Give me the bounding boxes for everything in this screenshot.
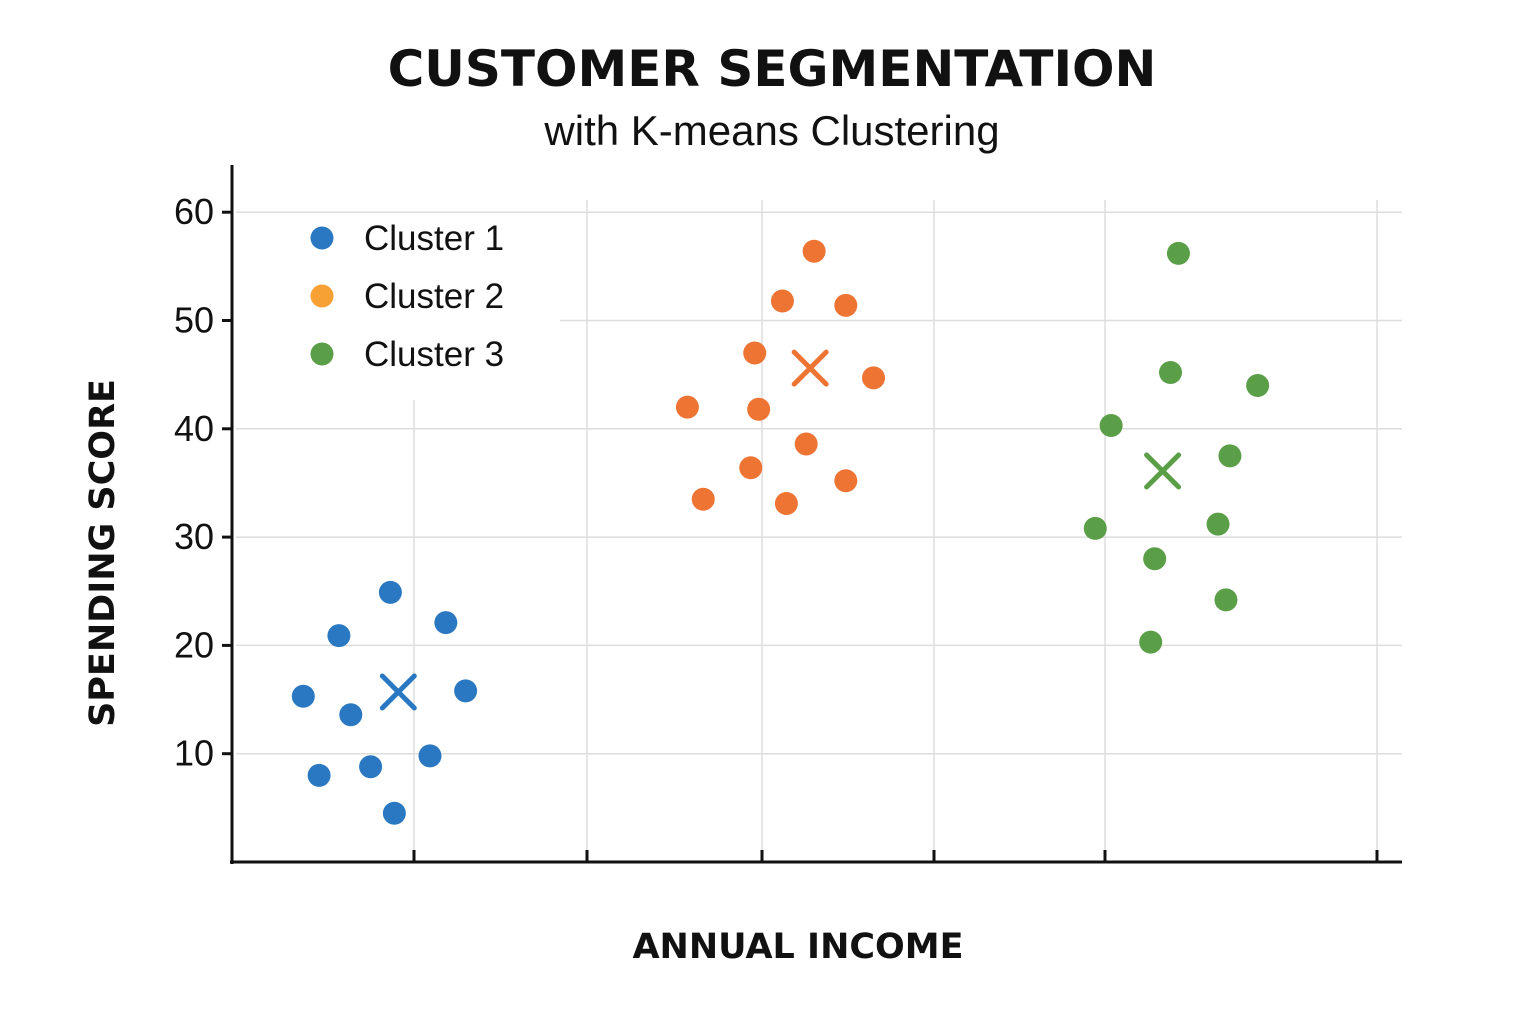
y-tick-label: 60 — [174, 191, 214, 232]
data-point-cluster-1 — [454, 679, 478, 703]
legend-label: Cluster 2 — [364, 277, 504, 316]
y-axis-label: SPENDING SCORE — [83, 379, 123, 727]
legend: Cluster 1 Cluster 2 Cluster 3 — [310, 219, 504, 374]
data-point-cluster-1 — [359, 755, 383, 779]
centroid-marker-cluster-1 — [379, 673, 417, 711]
y-tick-label: 10 — [174, 733, 214, 774]
data-point-cluster-1 — [307, 763, 331, 787]
data-point-cluster-2 — [743, 341, 767, 365]
data-point-cluster-1 — [339, 703, 363, 727]
data-point-cluster-3 — [1166, 241, 1190, 265]
y-tick-label: 40 — [174, 408, 214, 449]
data-point-cluster-3 — [1139, 630, 1163, 654]
chart-subtitle: with K-means Clustering — [543, 107, 999, 154]
data-point-cluster-1 — [378, 580, 402, 604]
data-point-cluster-2 — [770, 289, 794, 313]
data-point-cluster-2 — [675, 395, 699, 419]
data-point-cluster-1 — [382, 801, 406, 825]
legend-label: Cluster 3 — [364, 335, 504, 374]
data-point-cluster-3 — [1143, 547, 1167, 571]
data-point-cluster-2 — [691, 487, 715, 511]
y-tick-label: 50 — [174, 300, 214, 341]
legend-marker — [310, 284, 334, 308]
legend-label: Cluster 1 — [364, 219, 504, 258]
legend-marker — [310, 342, 334, 366]
data-point-cluster-3 — [1099, 414, 1123, 438]
data-points — [291, 239, 1270, 825]
data-point-cluster-1 — [434, 611, 458, 635]
x-axis-label: ANNUAL INCOME — [632, 927, 963, 967]
data-point-cluster-2 — [834, 469, 858, 493]
legend-marker — [310, 226, 334, 250]
data-point-cluster-2 — [794, 432, 818, 456]
x-ticks — [412, 850, 1379, 862]
centroid-marker-cluster-3 — [1144, 452, 1182, 490]
chart-title: CUSTOMER SEGMENTATION — [388, 40, 1157, 98]
y-tick-label: 30 — [174, 516, 214, 557]
data-point-cluster-2 — [774, 492, 798, 516]
data-point-cluster-1 — [418, 744, 442, 768]
axes — [230, 165, 1402, 864]
y-tick-label: 20 — [174, 624, 214, 665]
centroids — [379, 349, 1182, 711]
data-point-cluster-1 — [291, 684, 315, 708]
data-point-cluster-2 — [862, 366, 886, 390]
data-point-cluster-3 — [1206, 512, 1230, 536]
data-point-cluster-3 — [1246, 373, 1270, 397]
data-point-cluster-3 — [1159, 360, 1183, 384]
data-point-cluster-2 — [802, 239, 826, 263]
y-ticks: 10 20 30 40 50 60 — [174, 191, 232, 774]
centroid-marker-cluster-2 — [791, 349, 829, 387]
data-point-cluster-3 — [1083, 516, 1107, 540]
data-point-cluster-2 — [747, 397, 771, 421]
data-point-cluster-1 — [327, 624, 351, 648]
data-point-cluster-3 — [1218, 444, 1242, 468]
data-point-cluster-3 — [1214, 588, 1238, 612]
data-point-cluster-2 — [739, 456, 763, 480]
data-point-cluster-2 — [834, 293, 858, 317]
